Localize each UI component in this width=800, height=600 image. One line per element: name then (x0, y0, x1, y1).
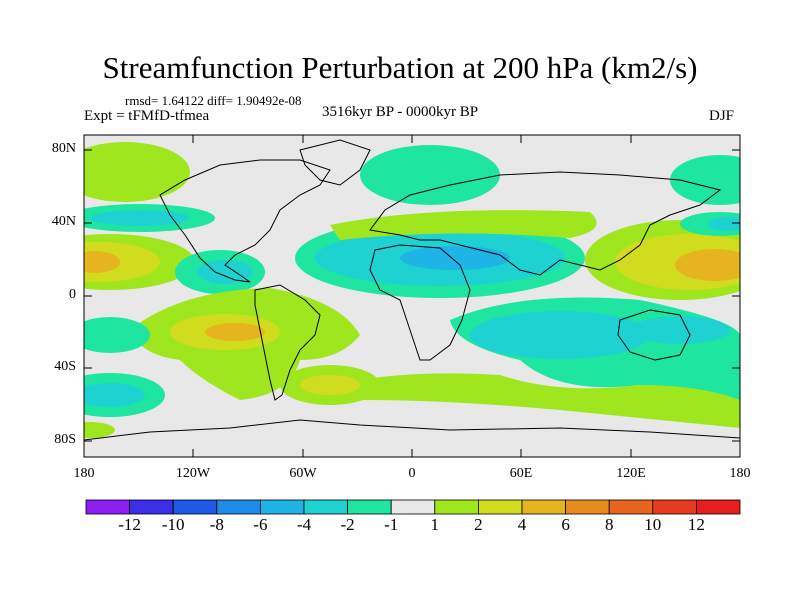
contour-positive (84, 251, 120, 273)
contour-negative (90, 210, 190, 226)
contour-negative (84, 383, 145, 407)
contour-positive (330, 210, 597, 240)
lat-tick-label: 80N (51, 141, 76, 156)
colorbar-swatch (216, 499, 261, 515)
coast-antarctica (84, 419, 740, 441)
contour-negative (708, 217, 740, 231)
contour-negative (197, 260, 253, 284)
contour-negative (360, 145, 500, 205)
colorbar-swatch (172, 499, 218, 515)
lon-tick-label: 0 (408, 466, 416, 481)
colorbar-label: 10 (644, 515, 662, 534)
colorbar-label: -8 (209, 515, 224, 534)
coast-greenland (299, 139, 371, 186)
colorbar-swatch (652, 499, 697, 515)
colorbar-label: -1 (384, 515, 399, 534)
contour-negative (630, 316, 730, 344)
contour-negative (470, 311, 650, 359)
colorbar-label: -2 (340, 515, 355, 534)
colorbar (85, 499, 741, 515)
lat-tick-label: 40S (54, 359, 76, 374)
experiment-label: Expt = tFMfD-tfmea (84, 108, 210, 124)
contour-negative (670, 155, 740, 205)
colorbar-swatch (303, 499, 348, 515)
colorbar-swatch (129, 499, 174, 515)
colorbar-swatch (390, 499, 436, 515)
colorbar-label: -4 (296, 515, 312, 534)
lat-tick-label: 0 (69, 287, 76, 302)
axis-ticks (84, 135, 740, 457)
lon-tick-label: 120W (175, 466, 211, 481)
contour-positive (360, 373, 740, 428)
lat-tick-label: 40N (51, 214, 76, 229)
contour-positive (675, 249, 740, 281)
colorbar-label: 1 (430, 515, 440, 534)
season-label: DJF (709, 108, 735, 124)
lon-tick-label: 180 (73, 466, 95, 481)
period-label: 3516kyr BP - 0000kyr BP (322, 104, 479, 120)
contour-negative (400, 246, 510, 270)
colorbar-swatch (434, 499, 479, 515)
lat-tick-label: 80S (54, 432, 76, 447)
lon-tick-label: 120E (616, 466, 646, 481)
lon-tick-label: 60E (509, 466, 533, 481)
stats-line: rmsd= 1.64122 diff= 1.90492e-08 (125, 93, 302, 108)
lon-tick-label: 180 (729, 466, 751, 481)
coast-australia (617, 309, 691, 361)
chart-title: Streamfunction Perturbation at 200 hPa (… (102, 50, 698, 85)
coastlines (84, 139, 740, 441)
colorbar-label: -6 (253, 515, 268, 534)
contour-negative (84, 317, 150, 353)
colorbar-swatch (565, 499, 610, 515)
colorbar-label: 8 (604, 515, 614, 534)
lon-tick-label: 60W (289, 466, 317, 481)
contour-positive (84, 422, 115, 438)
colorbar-swatch (259, 499, 305, 515)
colorbar-label: 6 (561, 515, 570, 534)
colorbar-label: 2 (474, 515, 483, 534)
coast-eurasia (369, 171, 722, 276)
coast-africa (369, 244, 471, 361)
contour-positive (84, 142, 190, 202)
colorbar-label: 12 (687, 515, 705, 534)
colorbar-swatch (521, 499, 566, 515)
contour-positive (205, 323, 265, 341)
contour-fill-layer (84, 142, 740, 438)
colorbar-label: -12 (118, 515, 141, 534)
contour-positive (300, 375, 360, 395)
coast-north-america (159, 159, 331, 283)
colorbar-swatch (608, 499, 654, 515)
colorbar-swatch (347, 499, 392, 515)
coast-south-america (254, 284, 321, 401)
colorbar-swatch (477, 499, 523, 515)
colorbar-swatch (696, 499, 741, 515)
colorbar-label: -10 (161, 515, 185, 534)
colorbar-label: 4 (517, 515, 527, 534)
colorbar-swatch (85, 499, 130, 515)
